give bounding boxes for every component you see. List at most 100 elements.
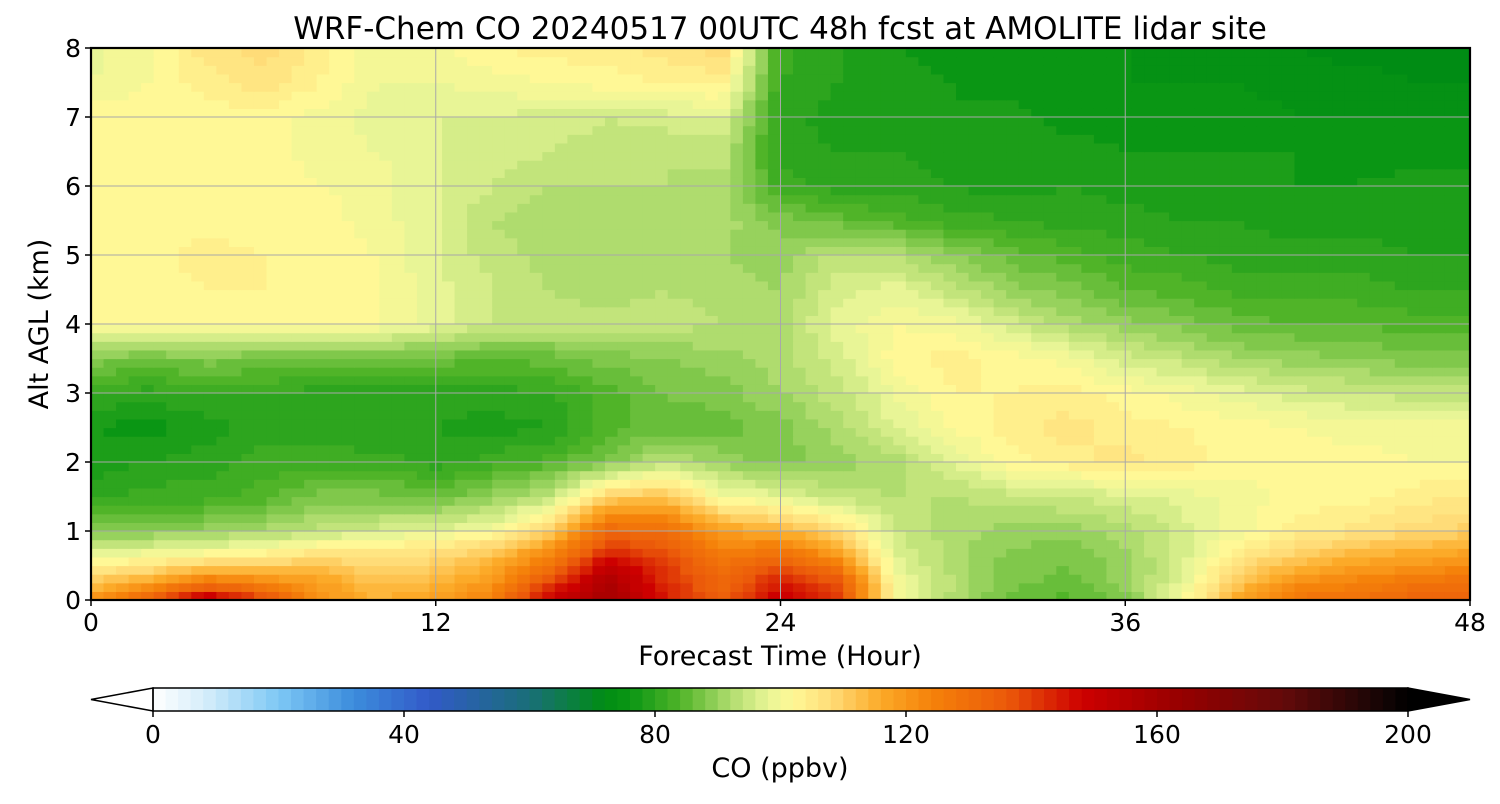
heatmap-cell	[504, 522, 518, 532]
heatmap-cell	[241, 565, 255, 575]
heatmap-cell	[504, 220, 518, 230]
heatmap-cell	[379, 349, 393, 360]
heatmap-cell	[1131, 358, 1145, 368]
heatmap-cell	[1106, 375, 1120, 385]
heatmap-cell	[705, 255, 719, 265]
heatmap-cell	[905, 272, 919, 282]
heatmap-cell	[617, 591, 631, 600]
heatmap-cell	[178, 513, 192, 523]
heatmap-cell	[717, 539, 731, 549]
heatmap-cell	[667, 315, 681, 325]
heatmap-cell	[1081, 255, 1095, 265]
heatmap-cell	[191, 487, 205, 498]
heatmap-cell	[266, 393, 280, 403]
heatmap-cell	[880, 255, 894, 265]
heatmap-cell	[1131, 427, 1145, 437]
heatmap-cell	[755, 582, 769, 592]
heatmap-cell	[943, 220, 957, 230]
heatmap-cell	[893, 358, 907, 368]
heatmap-cell	[1018, 272, 1032, 282]
heatmap-cell	[1031, 367, 1045, 377]
heatmap-cell	[1081, 479, 1095, 489]
heatmap-cell	[717, 367, 731, 377]
heatmap-cell	[1156, 367, 1170, 377]
heatmap-cell	[241, 496, 255, 506]
heatmap-cell	[354, 211, 368, 222]
heatmap-cell	[329, 574, 343, 584]
heatmap-cell	[91, 384, 105, 394]
heatmap-cell	[818, 298, 832, 308]
heatmap-cell	[1081, 306, 1095, 316]
heatmap-cell	[241, 263, 255, 273]
heatmap-cell	[1357, 505, 1371, 515]
heatmap-cell	[1269, 436, 1283, 446]
heatmap-cell	[304, 203, 318, 213]
heatmap-cell	[91, 220, 105, 230]
heatmap-cell	[579, 246, 594, 256]
heatmap-cell	[442, 289, 456, 299]
heatmap-cell	[968, 453, 982, 463]
heatmap-cell	[1043, 341, 1057, 351]
heatmap-cell	[467, 220, 481, 230]
heatmap-cell	[642, 298, 656, 308]
heatmap-cell	[943, 358, 957, 368]
heatmap-cell	[579, 496, 594, 506]
heatmap-cell	[956, 513, 970, 523]
heatmap-cell	[805, 418, 819, 429]
heatmap-cell	[1018, 255, 1032, 265]
heatmap-cell	[379, 436, 393, 446]
heatmap-cell	[717, 462, 731, 472]
heatmap-cell	[730, 341, 744, 351]
heatmap-cell	[304, 410, 318, 420]
heatmap-cell	[667, 375, 681, 385]
heatmap-cell	[1219, 289, 1233, 299]
heatmap-cell	[1332, 453, 1346, 463]
heatmap-cell	[705, 462, 719, 472]
heatmap-cell	[416, 384, 431, 394]
heatmap-cell	[830, 487, 844, 498]
heatmap-cell	[1106, 401, 1120, 411]
heatmap-cell	[366, 582, 380, 592]
heatmap-cell	[956, 582, 970, 592]
heatmap-cell	[1231, 246, 1245, 256]
heatmap-cell	[767, 272, 782, 282]
heatmap-cell	[116, 410, 130, 420]
heatmap-cell	[479, 289, 493, 299]
heatmap-cell	[642, 470, 656, 480]
heatmap-cell	[1394, 298, 1408, 308]
heatmap-cell	[604, 255, 619, 265]
heatmap-cell	[291, 272, 305, 282]
heatmap-cell	[116, 280, 130, 291]
heatmap-cell	[655, 315, 669, 325]
heatmap-cell	[1269, 246, 1283, 256]
heatmap-cell	[1181, 427, 1195, 437]
heatmap-cell	[793, 349, 807, 360]
heatmap-cell	[1394, 496, 1408, 506]
heatmap-cell	[1444, 582, 1459, 592]
heatmap-cell	[1307, 479, 1321, 489]
heatmap-cell	[529, 315, 543, 325]
heatmap-cell	[1006, 427, 1020, 437]
heatmap-cell	[1231, 220, 1245, 230]
heatmap-cell	[1457, 211, 1470, 222]
heatmap-cell	[517, 505, 531, 515]
heatmap-cell	[1407, 453, 1421, 463]
heatmap-cell	[579, 556, 594, 567]
heatmap-cell	[504, 539, 518, 549]
heatmap-cell	[1394, 211, 1408, 222]
heatmap-cell	[993, 531, 1007, 541]
heatmap-cell	[604, 203, 619, 213]
heatmap-cell	[291, 263, 305, 273]
heatmap-cell	[103, 453, 117, 463]
heatmap-cell	[529, 220, 543, 230]
heatmap-cell	[329, 229, 343, 239]
heatmap-cell	[1194, 246, 1208, 256]
heatmap-cell	[667, 401, 681, 411]
heatmap-cell	[1031, 427, 1045, 437]
heatmap-cell	[416, 548, 431, 558]
heatmap-cell	[178, 453, 192, 463]
heatmap-cell	[316, 246, 330, 256]
heatmap-cell	[767, 393, 782, 403]
heatmap-cell	[1344, 272, 1358, 282]
heatmap-cell	[893, 453, 907, 463]
